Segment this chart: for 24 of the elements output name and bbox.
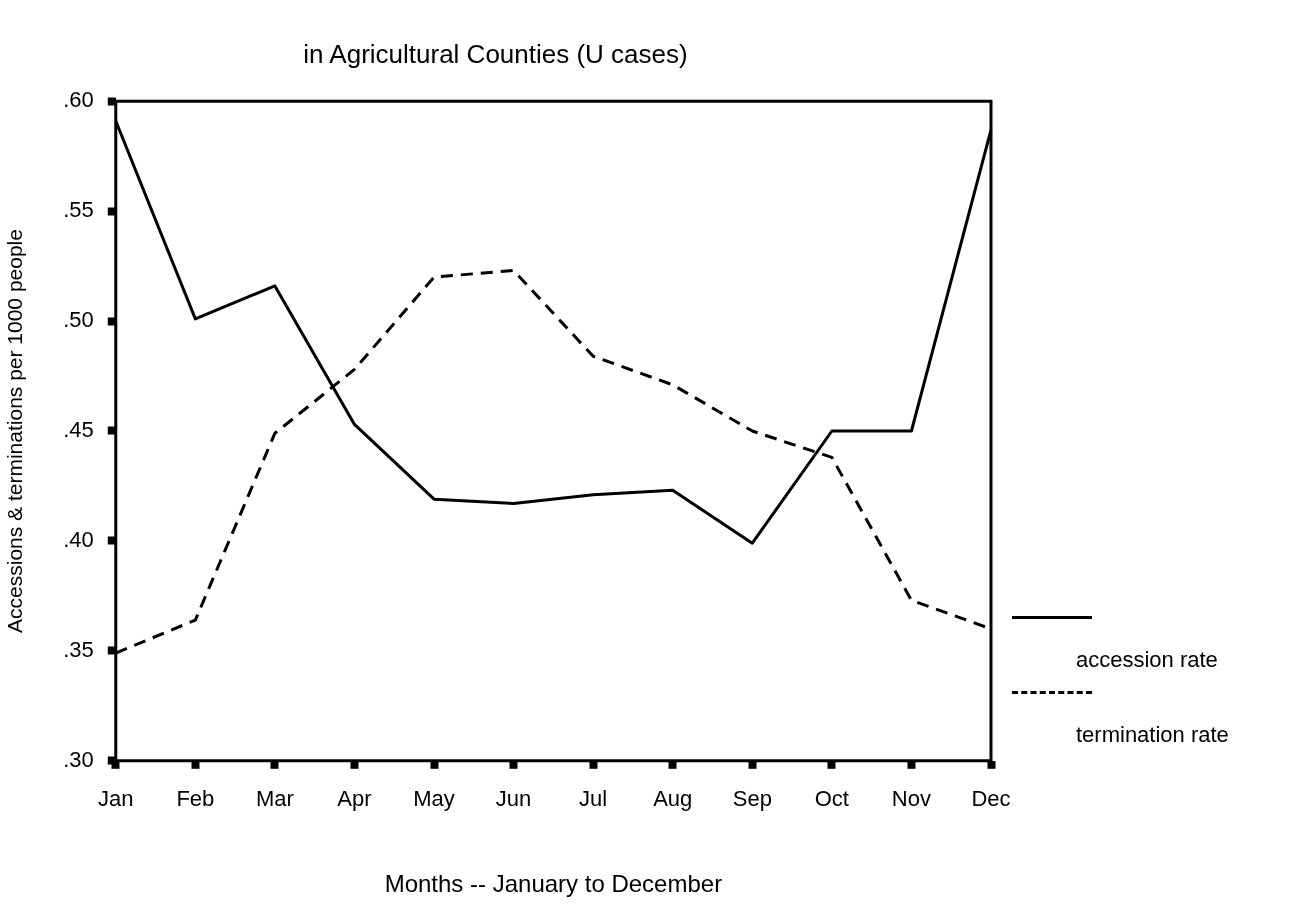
text: accession rate xyxy=(1076,647,1219,673)
x-tick-label: Sep xyxy=(732,786,772,812)
x-tick-label: Aug xyxy=(653,786,693,812)
text: termination rate xyxy=(1076,722,1229,748)
x-tick-label: Jan xyxy=(98,786,134,812)
x-tick-label: Dec xyxy=(971,786,1011,812)
y-axis-title: Accessions & terminations per 1000 people xyxy=(3,229,27,633)
y-tick-label: .40 xyxy=(63,527,94,552)
y-tick-label: .60 xyxy=(63,87,94,113)
y-tick-label: .50 xyxy=(63,307,94,333)
y-tick-label: .45 xyxy=(63,417,94,443)
x-tick-label: Nov xyxy=(891,786,931,812)
y-tick-label: .55 xyxy=(63,197,94,223)
x-tick-label: Apr xyxy=(337,786,372,812)
x-tick-label: May xyxy=(413,786,455,812)
y-tick-label: .30 xyxy=(63,746,94,772)
x-tick-label: Oct xyxy=(814,786,849,812)
x-tick-label: Feb xyxy=(176,786,215,812)
chart-title: in Agricultural Counties (U cases) xyxy=(303,38,688,69)
x-axis-title: Months -- January to December xyxy=(384,870,723,898)
y-tick-label: .35 xyxy=(63,636,94,662)
x-tick-label: Mar xyxy=(255,786,294,812)
x-tick-label: Jun xyxy=(495,786,532,812)
x-tick-label: Jul xyxy=(579,786,608,812)
